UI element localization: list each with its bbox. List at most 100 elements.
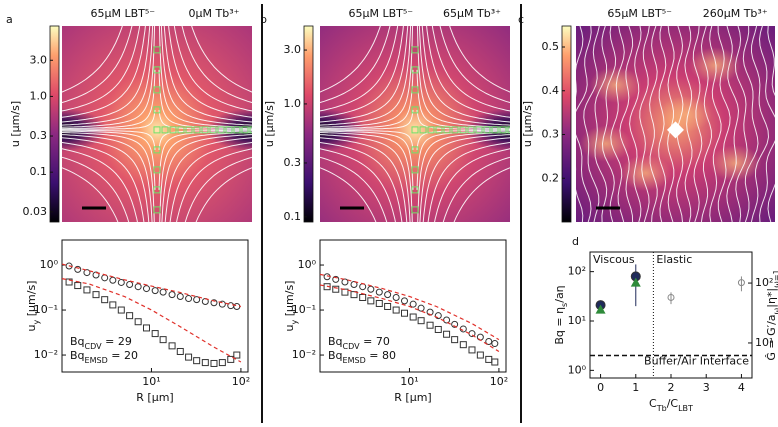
y2-axis-label-part: Ĝ = G′/a	[765, 314, 778, 360]
data-point	[126, 280, 134, 288]
colorbar-label: u [μm/s]	[521, 101, 534, 147]
streamline	[184, 156, 252, 222]
tracked-particle	[459, 126, 467, 134]
data-point	[630, 277, 641, 287]
y-axis-label-part: y	[290, 319, 299, 324]
streamline	[320, 167, 377, 222]
panel-title: 65μM LBT⁵⁻	[91, 7, 156, 20]
fit-line	[61, 278, 242, 363]
data-point	[176, 347, 184, 355]
streamline	[421, 26, 510, 123]
tracked-particle	[241, 126, 249, 134]
data-point	[434, 312, 442, 320]
streamline	[320, 131, 413, 222]
streamline	[717, 26, 731, 222]
flow-field	[62, 26, 252, 222]
annotation-part: Bq	[70, 349, 85, 362]
annotation-part: = 70	[360, 335, 390, 348]
tracked-particle	[451, 126, 459, 134]
data-point	[83, 269, 91, 277]
data-point	[409, 313, 417, 321]
streamline	[62, 141, 145, 222]
streamline	[62, 26, 146, 118]
streamline	[320, 109, 414, 130]
data-point	[443, 316, 451, 324]
streamline	[158, 109, 252, 130]
y-tick-label: 10²	[568, 265, 586, 278]
streamline	[62, 26, 156, 128]
data-point	[227, 355, 235, 363]
annotation-part: = 20	[108, 349, 138, 362]
colorbar-tick-label: 1.0	[284, 97, 302, 110]
data-point	[485, 355, 493, 363]
data-point	[332, 285, 340, 293]
tracked-particle	[217, 126, 225, 134]
streamline	[418, 26, 510, 126]
x-tick-label: 10²	[490, 375, 508, 388]
data-point	[367, 285, 375, 293]
colorbar-tick-label: 3.0	[30, 53, 48, 66]
panel-label: d	[572, 235, 579, 248]
tracked-particle	[209, 126, 217, 134]
plot-frame	[61, 239, 249, 373]
streamline	[320, 26, 412, 126]
annotation: BqEMSD = 80	[328, 349, 396, 365]
tracked-particle	[225, 126, 233, 134]
data-point	[117, 278, 125, 286]
streamline	[320, 26, 381, 93]
data-point	[134, 283, 142, 291]
speckle	[619, 155, 672, 191]
data-point	[210, 299, 218, 307]
streamline	[320, 156, 388, 222]
tracked-particle	[153, 126, 161, 134]
tracked-particle	[411, 206, 419, 214]
x-tick-label: 3	[703, 381, 710, 394]
flow-field	[576, 26, 775, 222]
streamline	[576, 26, 592, 222]
streamline	[601, 26, 617, 222]
data-point	[359, 293, 367, 301]
streamline	[734, 26, 748, 222]
y-tick-label: 10⁰	[298, 258, 317, 271]
data-point	[185, 295, 193, 303]
streamline	[742, 26, 759, 222]
data-point	[434, 325, 442, 333]
tracked-particle	[507, 126, 510, 134]
x-axis-label-part: Tb	[656, 404, 667, 413]
streamline	[619, 26, 634, 222]
data-point	[92, 291, 100, 299]
streamline	[160, 26, 252, 126]
colorbar-tick-label: 0.03	[23, 205, 48, 218]
y2-axis-label-part: ω	[772, 307, 778, 314]
streamline	[726, 26, 740, 222]
tracked-particle	[185, 126, 193, 134]
tracked-particle	[153, 66, 161, 74]
data-point	[350, 280, 358, 288]
streamline	[320, 148, 396, 222]
streamline	[62, 26, 133, 104]
data-point	[218, 300, 226, 308]
data-point	[159, 336, 167, 344]
streamline	[62, 148, 138, 222]
streamline	[594, 26, 608, 222]
data-point	[159, 288, 167, 296]
flow-field	[320, 26, 510, 222]
streamline	[191, 26, 252, 93]
data-point	[74, 282, 82, 290]
data-point	[491, 358, 499, 366]
streamline	[62, 131, 155, 222]
tracked-particle	[153, 146, 161, 154]
tracked-particle	[475, 126, 483, 134]
colorbar-tick-label: 0.1	[30, 165, 48, 178]
data-point	[210, 359, 218, 367]
streamline	[416, 26, 510, 128]
streamline	[442, 156, 510, 222]
colorbar	[303, 25, 314, 223]
data-point	[451, 320, 459, 328]
panel-label: c	[518, 13, 524, 26]
data-point	[233, 302, 241, 310]
streamline	[320, 26, 399, 112]
streamline	[709, 26, 722, 222]
data-point	[392, 306, 400, 314]
